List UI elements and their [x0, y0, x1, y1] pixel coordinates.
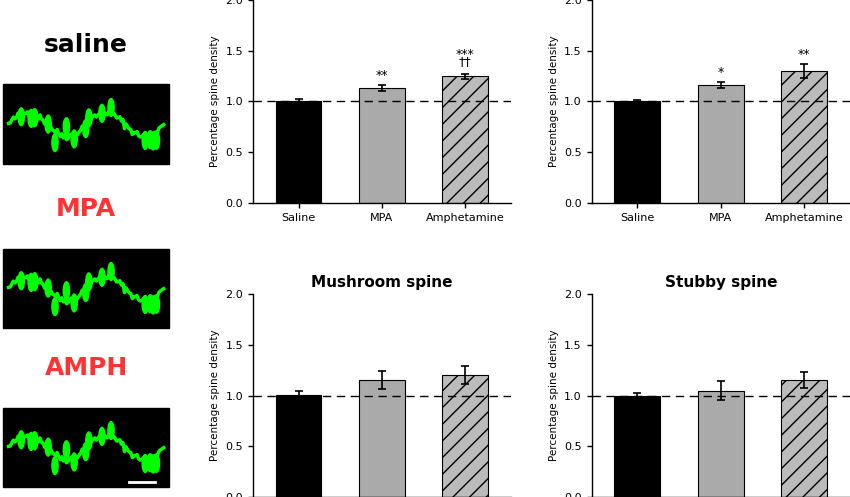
- Circle shape: [28, 432, 34, 450]
- Y-axis label: Percentage spine density: Percentage spine density: [548, 36, 558, 167]
- Circle shape: [45, 115, 51, 133]
- Text: **: **: [798, 48, 810, 61]
- Circle shape: [63, 118, 70, 136]
- Circle shape: [153, 454, 160, 472]
- Circle shape: [71, 294, 77, 312]
- Bar: [781, 71, 827, 203]
- Circle shape: [18, 431, 25, 449]
- Circle shape: [31, 273, 38, 291]
- Title: Stubby spine: Stubby spine: [665, 275, 777, 290]
- Bar: [359, 380, 405, 497]
- Text: **: **: [376, 69, 388, 82]
- Circle shape: [63, 441, 70, 459]
- Circle shape: [71, 453, 77, 471]
- Circle shape: [45, 438, 51, 456]
- Bar: [3, 248, 169, 328]
- Circle shape: [31, 109, 38, 127]
- Circle shape: [86, 432, 92, 450]
- Circle shape: [142, 295, 149, 313]
- Circle shape: [99, 104, 105, 122]
- Circle shape: [108, 262, 114, 280]
- Circle shape: [82, 284, 89, 302]
- Circle shape: [150, 132, 156, 150]
- Circle shape: [142, 131, 149, 149]
- Bar: [781, 380, 827, 497]
- Circle shape: [150, 296, 156, 314]
- Circle shape: [52, 457, 58, 475]
- Bar: [698, 85, 744, 203]
- Bar: [3, 408, 169, 487]
- Circle shape: [52, 298, 58, 316]
- Bar: [442, 375, 488, 497]
- Bar: [615, 396, 660, 497]
- Y-axis label: Percentage spine density: Percentage spine density: [210, 36, 219, 167]
- Circle shape: [99, 427, 105, 445]
- Circle shape: [99, 268, 105, 286]
- Bar: [275, 101, 321, 203]
- Circle shape: [28, 109, 34, 127]
- Bar: [615, 101, 660, 203]
- Circle shape: [147, 131, 153, 149]
- Circle shape: [150, 455, 156, 473]
- Circle shape: [147, 454, 153, 472]
- Circle shape: [28, 273, 34, 291]
- Text: AMPH: AMPH: [44, 356, 128, 380]
- Bar: [698, 391, 744, 497]
- Circle shape: [31, 432, 38, 450]
- Circle shape: [86, 109, 92, 127]
- Circle shape: [18, 108, 25, 126]
- Circle shape: [63, 282, 70, 300]
- Circle shape: [82, 443, 89, 461]
- Circle shape: [153, 295, 160, 313]
- Circle shape: [71, 130, 77, 148]
- Bar: [3, 84, 169, 164]
- Circle shape: [86, 273, 92, 291]
- Y-axis label: Percentage spine density: Percentage spine density: [210, 330, 219, 461]
- Circle shape: [82, 120, 89, 138]
- Circle shape: [108, 421, 114, 439]
- Circle shape: [18, 272, 25, 290]
- Title: Mushroom spine: Mushroom spine: [311, 275, 453, 290]
- Circle shape: [108, 98, 114, 116]
- Bar: [442, 76, 488, 203]
- Bar: [359, 88, 405, 203]
- Text: ***: ***: [456, 48, 474, 61]
- Circle shape: [153, 131, 160, 149]
- Text: ††: ††: [459, 56, 472, 69]
- Circle shape: [142, 454, 149, 472]
- Circle shape: [52, 134, 58, 152]
- Circle shape: [147, 295, 153, 313]
- Text: *: *: [717, 66, 724, 79]
- Y-axis label: Percentage spine density: Percentage spine density: [548, 330, 558, 461]
- Text: MPA: MPA: [56, 197, 116, 221]
- Circle shape: [45, 279, 51, 297]
- Bar: [275, 395, 321, 497]
- Text: saline: saline: [44, 33, 128, 57]
